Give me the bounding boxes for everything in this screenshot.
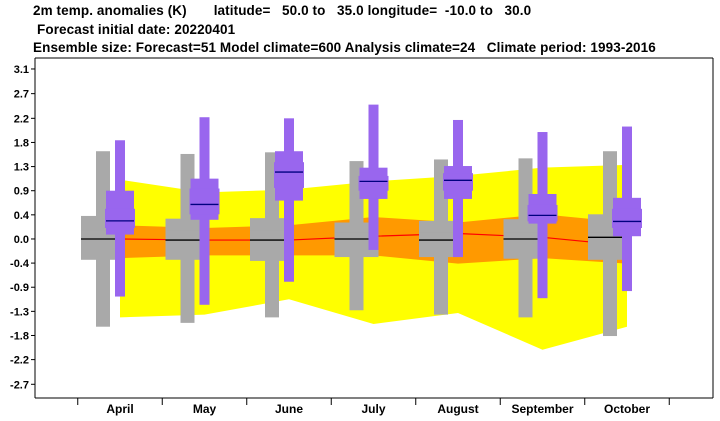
forecast-box-october [612,126,642,292]
forecast-box-body-25-75 [443,173,473,191]
model-climate-box-body-25-75 [250,230,294,248]
x-tick-label-september: September [511,402,573,416]
x-tick-label-april: April [106,402,133,416]
forecast-box-july [358,104,389,250]
forecast-box-body-25-75 [274,162,304,188]
y-tick-label: -0.4 [10,258,30,270]
x-tick-label-july: July [361,402,385,416]
model-climate-box-body-25-75 [165,230,210,248]
y-tick-label: 2.2 [14,113,29,125]
y-tick-label: 3.1 [14,64,29,76]
forecast-box-june [274,118,304,282]
forecast-box-body-25-75 [527,204,558,222]
model-climate-box-body-25-75 [419,232,463,246]
y-tick-label: -2.7 [10,379,29,391]
y-tick-label: -2.2 [10,355,29,367]
forecast-box-august [443,119,473,258]
forecast-box-body-25-75 [189,188,220,215]
y-tick-label: -0.9 [10,282,29,294]
chart-title-line: 2m temp. anomalies (K) latitude= 50.0 to… [33,3,532,18]
ensemble-info-line: Ensemble size: Forecast=51 Model climate… [33,40,656,55]
x-tick-label-october: October [604,402,650,416]
forecast-box-april [105,140,135,297]
y-tick-label: -1.3 [10,306,29,318]
y-tick-label: 1.3 [14,162,29,174]
forecast-box-september [527,132,558,299]
analysis-climate-outer-band [120,164,627,350]
forecast-box-may [189,117,220,305]
y-tick-label: 2.7 [14,89,29,101]
y-tick-label: -1.8 [10,330,29,342]
forecast-box-body-25-75 [612,208,642,228]
forecast-box-body-25-75 [105,208,135,228]
x-tick-label-june: June [275,402,303,416]
x-tick-label-may: May [193,402,217,416]
y-tick-label: 0.4 [14,210,30,222]
x-tick-label-august: August [437,402,478,416]
y-tick-label: 0.9 [14,186,29,198]
y-tick-label: 1.8 [14,137,29,149]
forecast-date-line: Forecast initial date: 20220401 [37,22,236,37]
forecast-box-body-25-75 [358,175,389,191]
y-tick-label: 0.0 [14,234,29,246]
